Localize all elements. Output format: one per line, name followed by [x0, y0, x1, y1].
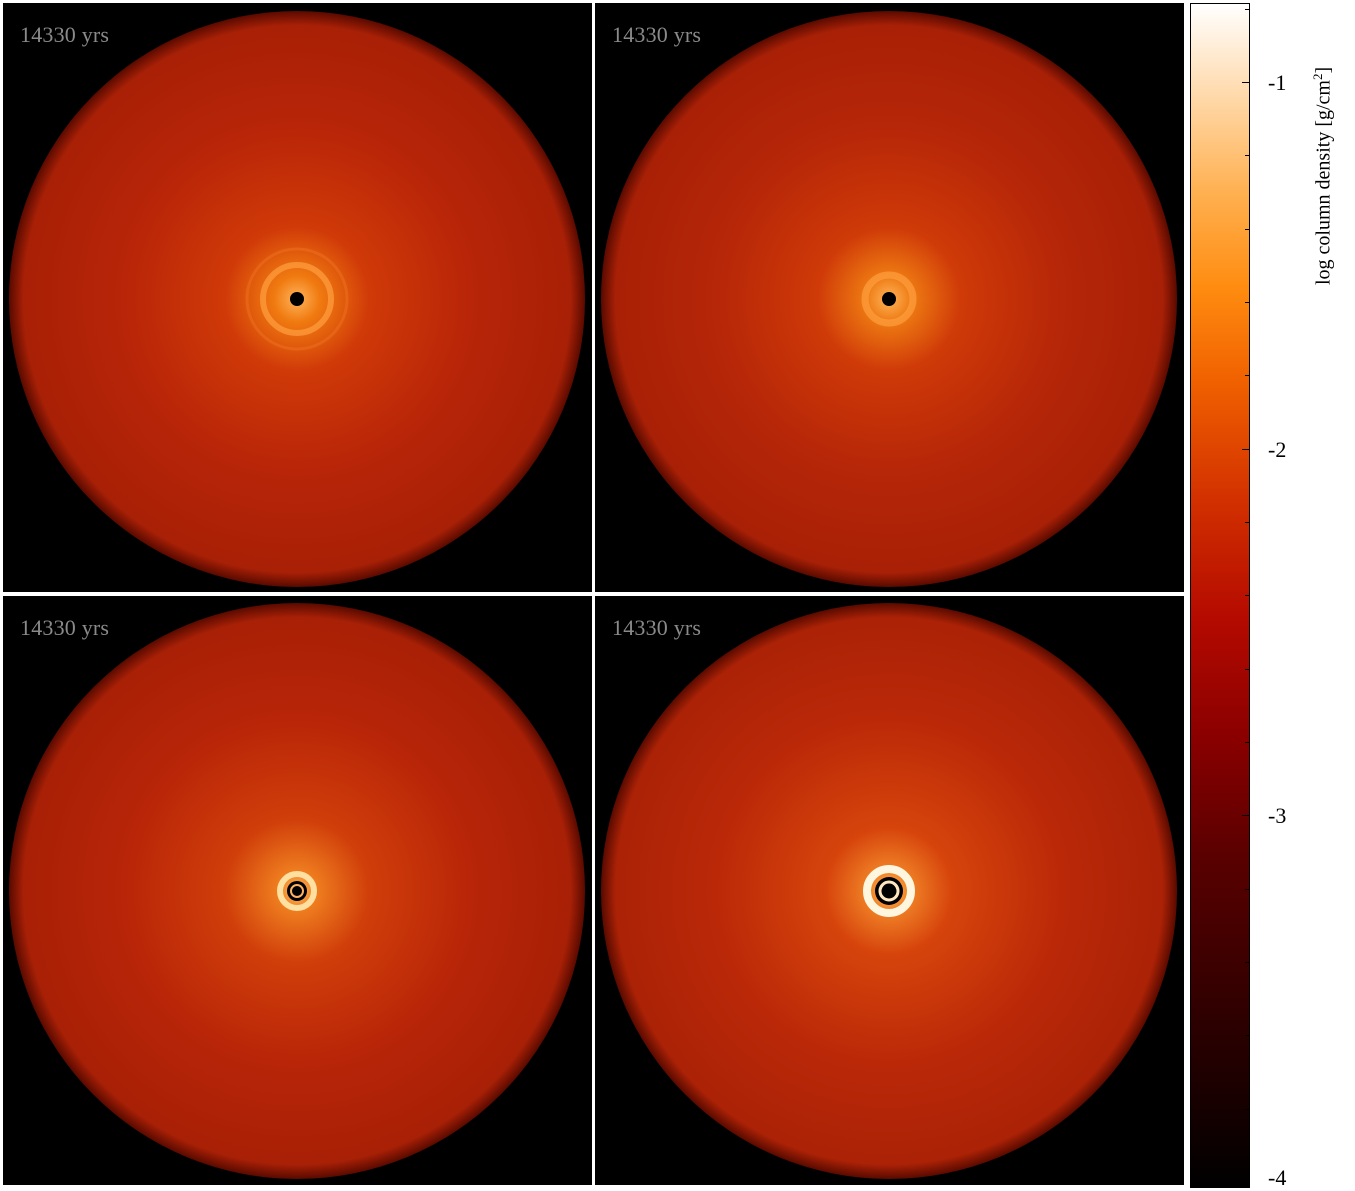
time-label: 14330 yrs [612, 615, 702, 640]
time-label: 14330 yrs [612, 22, 702, 47]
density-map-top-left [9, 11, 585, 587]
colorbar-tick [1242, 815, 1250, 816]
panel-grid: 14330 yrs 14330 yrs [3, 3, 1184, 1188]
colorbar-minor-tick [1245, 522, 1250, 523]
density-map-bottom-right [601, 603, 1177, 1179]
density-map-bottom-left [9, 603, 585, 1179]
colorbar-minor-tick [1245, 9, 1250, 10]
colorbar-minor-tick [1245, 155, 1250, 156]
colorbar-minor-tick [1245, 889, 1250, 890]
panel-top-right: 14330 yrs [595, 3, 1184, 592]
density-map-top-right [601, 11, 1177, 587]
colorbar-minor-tick [1245, 595, 1250, 596]
colorbar-minor-tick [1245, 962, 1250, 963]
colorbar-title-close: ] [1312, 66, 1335, 74]
colorbar-minor-tick [1245, 669, 1250, 670]
colorbar-tick-label: -1 [1268, 70, 1287, 95]
time-label: 14330 yrs [20, 615, 110, 640]
colorbar-title-text: log column density [g/cm [1312, 80, 1335, 285]
colorbar-minor-tick [1245, 1035, 1250, 1036]
time-label: 14330 yrs [20, 22, 110, 47]
panel-bottom-right: 14330 yrs [595, 596, 1184, 1185]
colorbar-minor-tick [1245, 1109, 1250, 1110]
colorbar-title: log column density [g/cm2] [1310, 67, 1336, 285]
colorbar-minor-tick [1245, 742, 1250, 743]
colorbar-minor-tick [1245, 375, 1250, 376]
colorbar-tick-label: -4 [1268, 1165, 1287, 1190]
colorbar-title-exponent: 2 [1310, 73, 1325, 81]
colorbar-tick [1242, 82, 1250, 83]
colorbar-tick [1242, 449, 1250, 450]
panel-bottom-left: 14330 yrs [3, 596, 592, 1185]
colorbar-tick-label: -2 [1268, 437, 1287, 462]
panel-top-left: 14330 yrs [3, 3, 592, 592]
colorbar [1190, 3, 1250, 1188]
colorbar-minor-tick [1245, 229, 1250, 230]
colorbar-minor-tick [1245, 302, 1250, 303]
colorbar-tick-label: -3 [1268, 803, 1287, 828]
